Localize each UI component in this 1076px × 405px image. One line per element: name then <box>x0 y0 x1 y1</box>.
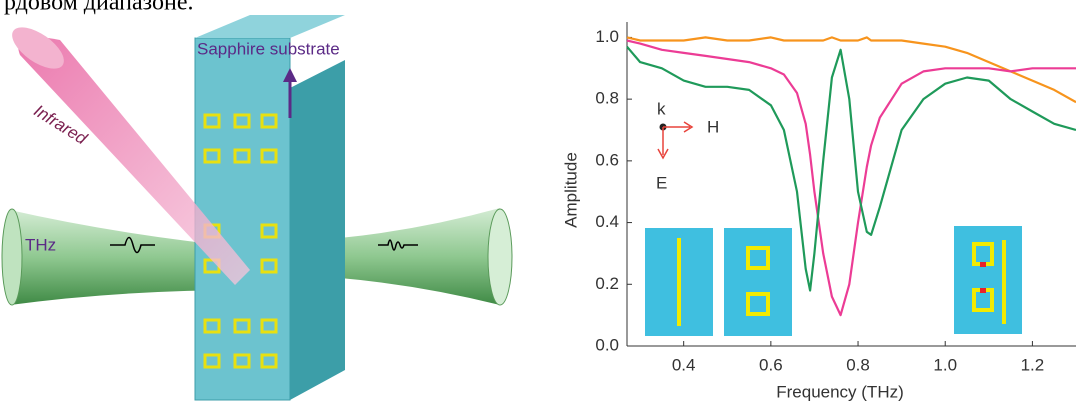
x-tick-label: 0.4 <box>672 355 696 374</box>
x-tick-label: 0.6 <box>759 355 783 374</box>
figure: рдовом диапазоне. Sapphire substrate Inf… <box>0 0 1076 405</box>
substrate-label: Sapphire substrate <box>197 39 340 58</box>
page: рдовом диапазоне. Sapphire substrate Inf… <box>0 0 1076 405</box>
thz-beam-out <box>340 208 500 305</box>
chart: k H E Amplitude Frequency (THz) 0.0 0.2 0.… <box>561 22 1076 401</box>
y-tick-label: 0.2 <box>595 274 619 293</box>
x-tick-label: 0.8 <box>846 355 870 374</box>
y-tick-label: 0.0 <box>595 335 619 354</box>
y-tick-label: 0.8 <box>595 89 619 108</box>
h-label: H <box>707 117 719 136</box>
y-axis-label: Amplitude <box>561 152 580 228</box>
gap <box>980 262 986 267</box>
gap <box>980 288 986 293</box>
substrate-side <box>290 60 345 400</box>
header-fragment: рдовом диапазоне. <box>4 0 194 16</box>
series-line <box>627 37 1076 102</box>
beam-end <box>488 209 512 305</box>
substrate-top <box>195 15 345 38</box>
y-tick-label: 0.4 <box>595 212 619 231</box>
y-tick-label: 0.6 <box>595 150 619 169</box>
thz-label: THz <box>25 235 56 254</box>
y-tick-label: 1.0 <box>595 27 619 46</box>
diagram: Sapphire substrate Infrared THz <box>2 15 512 400</box>
axes-arrows <box>658 122 692 158</box>
x-axis-label: Frequency (THz) <box>776 382 904 401</box>
x-tick-label: 1.2 <box>1021 355 1045 374</box>
inset <box>724 228 792 336</box>
substrate-front <box>195 38 290 400</box>
x-tick-label: 1.0 <box>933 355 957 374</box>
beam-end <box>2 209 22 305</box>
e-label: E <box>656 173 667 192</box>
k-label: k <box>657 99 666 118</box>
